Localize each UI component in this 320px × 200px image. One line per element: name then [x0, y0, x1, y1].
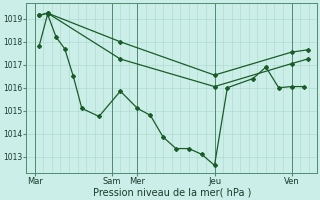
X-axis label: Pression niveau de la mer( hPa ): Pression niveau de la mer( hPa ) [92, 187, 251, 197]
